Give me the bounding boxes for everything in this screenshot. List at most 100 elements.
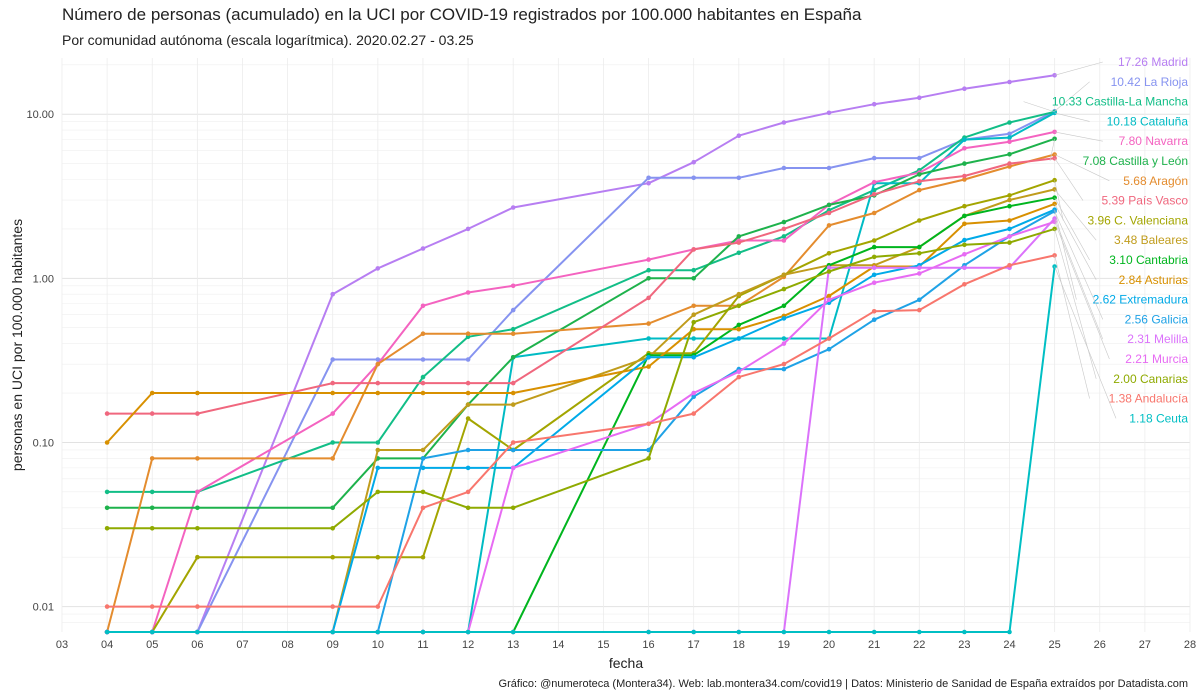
- data-point: [962, 161, 967, 166]
- data-point: [330, 456, 336, 461]
- data-point: [330, 629, 336, 635]
- data-point: [962, 213, 967, 219]
- x-tick-label: 23: [958, 639, 970, 651]
- data-point: [1007, 234, 1012, 239]
- data-point: [195, 505, 200, 511]
- data-point: [962, 221, 967, 227]
- label-connector: [1054, 266, 1117, 419]
- data-point: [104, 526, 110, 531]
- series-line: [107, 220, 1055, 633]
- data-point: [781, 234, 787, 239]
- data-point: [871, 210, 877, 216]
- data-point: [736, 629, 742, 635]
- data-point: [781, 316, 787, 321]
- series-line: [107, 196, 1055, 633]
- data-point: [646, 276, 651, 281]
- x-tick-label: 13: [507, 639, 519, 651]
- data-point: [1007, 139, 1012, 144]
- data-point: [1007, 263, 1012, 268]
- data-point: [149, 456, 155, 461]
- data-point: [465, 290, 471, 295]
- data-point: [420, 554, 426, 560]
- data-point: [736, 250, 742, 256]
- data-point: [375, 629, 381, 635]
- data-point: [375, 489, 381, 495]
- data-point: [871, 179, 877, 185]
- data-point: [510, 629, 516, 635]
- data-point: [465, 416, 471, 421]
- series-end-label: 2.62 Extremadura: [1093, 293, 1189, 307]
- series-end-label: 1.18 Ceuta: [1129, 411, 1188, 425]
- data-point: [917, 297, 922, 303]
- label-connector: [1054, 211, 1104, 320]
- series-end-label: 5.68 Aragón: [1123, 174, 1188, 188]
- data-point: [646, 321, 651, 326]
- data-point: [962, 282, 967, 287]
- series-end-label: 2.56 Galicia: [1125, 312, 1189, 326]
- series-line: [107, 112, 1056, 633]
- data-point: [871, 280, 877, 286]
- data-point: [1052, 73, 1057, 78]
- series-line: [107, 188, 1055, 633]
- data-point: [1007, 79, 1012, 85]
- x-tick-label: 25: [1049, 639, 1061, 651]
- data-point: [1007, 240, 1012, 245]
- chart-title: Número de personas (acumulado) en la UCI…: [62, 5, 862, 24]
- data-point: [917, 187, 922, 193]
- data-point: [691, 303, 696, 309]
- data-point: [420, 447, 426, 453]
- series-line: [107, 227, 1055, 530]
- data-point: [104, 411, 110, 416]
- x-axis-title: fecha: [609, 655, 643, 671]
- data-point: [826, 629, 832, 635]
- series-end-label: 10.33 Castilla-La Mancha: [1052, 95, 1188, 109]
- data-point: [104, 440, 110, 445]
- data-point: [691, 411, 696, 416]
- data-point: [871, 265, 877, 271]
- data-point: [826, 110, 832, 116]
- data-point: [781, 219, 787, 225]
- data-point: [149, 505, 155, 511]
- label-connector: [1054, 197, 1090, 261]
- data-point: [871, 155, 877, 161]
- data-point: [736, 234, 742, 239]
- data-point: [871, 309, 877, 314]
- x-tick-label: 15: [597, 639, 609, 651]
- data-point: [781, 286, 787, 292]
- data-point: [1052, 264, 1057, 269]
- series-end-label: 10.18 Cataluña: [1107, 114, 1189, 128]
- data-point: [1052, 209, 1057, 214]
- x-tick-label: 08: [281, 639, 293, 651]
- data-point: [691, 276, 696, 281]
- data-point: [871, 629, 877, 635]
- data-point: [917, 218, 922, 223]
- data-point: [375, 440, 381, 445]
- data-point: [871, 254, 877, 260]
- series-line: [106, 202, 1055, 444]
- data-point: [510, 331, 516, 337]
- data-point: [375, 390, 381, 396]
- data-point: [149, 604, 155, 609]
- data-point: [646, 355, 651, 360]
- series-line: [107, 254, 1055, 608]
- data-point: [420, 380, 426, 386]
- data-point: [826, 336, 832, 341]
- data-point: [510, 390, 516, 396]
- x-tick-label: 27: [1139, 639, 1151, 651]
- data-point: [375, 380, 381, 386]
- data-point: [646, 175, 651, 181]
- data-point: [465, 629, 471, 635]
- data-point: [330, 554, 336, 560]
- data-point: [1007, 120, 1012, 125]
- data-point: [420, 374, 426, 380]
- label-connector: [1054, 180, 1064, 221]
- data-point: [736, 291, 742, 297]
- data-point: [465, 489, 471, 495]
- series-end-label: 3.48 Baleares: [1114, 233, 1188, 247]
- data-point: [646, 295, 651, 301]
- data-point: [917, 172, 922, 177]
- data-point: [646, 257, 651, 262]
- data-point: [420, 357, 426, 362]
- data-point: [917, 95, 922, 100]
- data-point: [465, 447, 471, 453]
